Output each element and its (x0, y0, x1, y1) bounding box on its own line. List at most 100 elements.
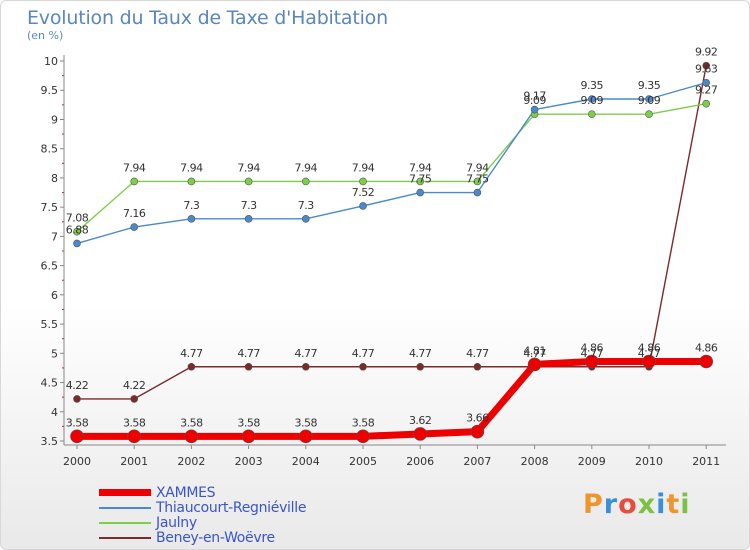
data-label: 4.77 (180, 347, 203, 360)
legend-label: XAMMES (156, 484, 216, 501)
legend-item: Jaulny (99, 514, 306, 531)
logo-letter: i (656, 489, 667, 520)
data-point (244, 177, 253, 186)
legend-label: Beney-en-Woëvre (156, 529, 275, 546)
data-label: 4.81 (523, 344, 546, 357)
data-point (73, 227, 81, 236)
data-label: 3.58 (180, 416, 203, 429)
data-point (702, 99, 711, 108)
data-point (470, 424, 485, 439)
data-point (530, 105, 539, 114)
data-point (413, 427, 428, 441)
data-point (584, 354, 599, 369)
legend-label: Jaulny (156, 514, 197, 531)
data-label: 4.86 (695, 341, 718, 354)
x-tick-label: 2009 (578, 455, 606, 468)
data-point (73, 395, 81, 403)
y-tick-label: 8 (51, 172, 58, 185)
chart-data-labels: 3.58 3.58 3.58 3.58 3.58 3.58 3.62 3.66 4.81 4.86… (66, 46, 719, 430)
data-label: 7.3 (241, 199, 257, 212)
data-point (127, 429, 141, 444)
data-label: 7.3 (183, 199, 199, 212)
logo-letter: i (680, 489, 691, 520)
data-label: 9.35 (581, 79, 604, 92)
data-label: 7.75 (409, 173, 432, 186)
y-tick-label: 6 (51, 289, 58, 302)
data-point (301, 362, 310, 371)
chart-data-points (70, 61, 714, 444)
data-point (70, 429, 84, 444)
data-label: 4.77 (352, 347, 375, 360)
data-point (187, 177, 196, 186)
data-point (359, 202, 367, 210)
y-tick-label: 7.5 (41, 201, 59, 214)
y-tick-label: 3.5 (41, 435, 59, 448)
data-label: 4.86 (581, 341, 604, 354)
y-tick-label: 4.5 (41, 377, 59, 390)
data-point (130, 223, 138, 231)
logo-letter: o (618, 489, 638, 520)
data-label: 7.16 (123, 207, 146, 220)
data-point (645, 95, 653, 103)
logo-letter: x (637, 489, 657, 520)
data-point (416, 188, 425, 197)
data-label: 9.17 (523, 90, 546, 103)
data-point (244, 215, 253, 223)
data-point (645, 110, 653, 118)
data-point (416, 177, 425, 186)
data-point (416, 362, 425, 371)
data-label: 3.62 (409, 414, 432, 427)
data-label: 7.94 (295, 161, 318, 174)
data-label: 7.94 (123, 161, 146, 174)
legend-item: Beney-en-Woëvre (99, 529, 306, 546)
series-line-0 (73, 357, 710, 440)
chart-title: Evolution du Taux de Taxe d'Habitation (27, 7, 388, 29)
legend-swatch (99, 536, 151, 539)
data-point (130, 177, 138, 186)
data-point (642, 354, 656, 369)
legend-swatch (99, 521, 151, 524)
x-tick-label: 2011 (692, 455, 720, 468)
data-point (587, 110, 596, 118)
data-label: 4.22 (123, 379, 146, 392)
data-label: 3.58 (66, 416, 89, 429)
data-label: 4.86 (638, 341, 661, 354)
y-tick-label: 8.5 (41, 143, 59, 156)
data-label: 6.88 (66, 223, 89, 236)
data-label: 4.77 (638, 347, 661, 360)
x-tick-label: 2000 (63, 455, 91, 468)
y-tick-label: 7 (51, 230, 58, 243)
data-point (356, 429, 370, 444)
data-label: 7.94 (237, 161, 260, 174)
legend-swatch (99, 489, 151, 496)
data-point (359, 362, 367, 371)
data-label: 4.77 (295, 347, 318, 360)
data-point (473, 177, 482, 186)
series-line-3 (76, 64, 707, 400)
data-label: 7.75 (466, 173, 489, 186)
data-point (73, 239, 81, 248)
x-tick-label: 2003 (235, 455, 263, 468)
data-point (187, 362, 196, 371)
x-tick-label: 2002 (177, 455, 205, 468)
logo-letter: t (666, 489, 681, 520)
x-tick-label: 2008 (521, 455, 549, 468)
x-tick-label: 2007 (463, 455, 491, 468)
data-label: 4.77 (581, 347, 604, 360)
x-tick-label: 2005 (349, 455, 377, 468)
data-point (587, 95, 596, 103)
series-line-1 (76, 81, 707, 245)
data-label: 9.27 (695, 84, 718, 97)
data-label: 9.09 (638, 94, 661, 107)
data-label: 7.08 (66, 212, 89, 225)
data-point (473, 188, 482, 197)
y-tick-label: 10 (44, 55, 58, 68)
data-point (244, 362, 253, 371)
data-label: 3.58 (295, 416, 318, 429)
x-tick-label: 2006 (406, 455, 434, 468)
series-line-2 (76, 102, 707, 233)
chart-axes: 3.5 4 4.5 5 5.5 6 6.5 7 7.5 8 8.5 9 9.5 10 2000 2001 200… (41, 55, 726, 468)
data-label: 7.3 (298, 199, 314, 212)
